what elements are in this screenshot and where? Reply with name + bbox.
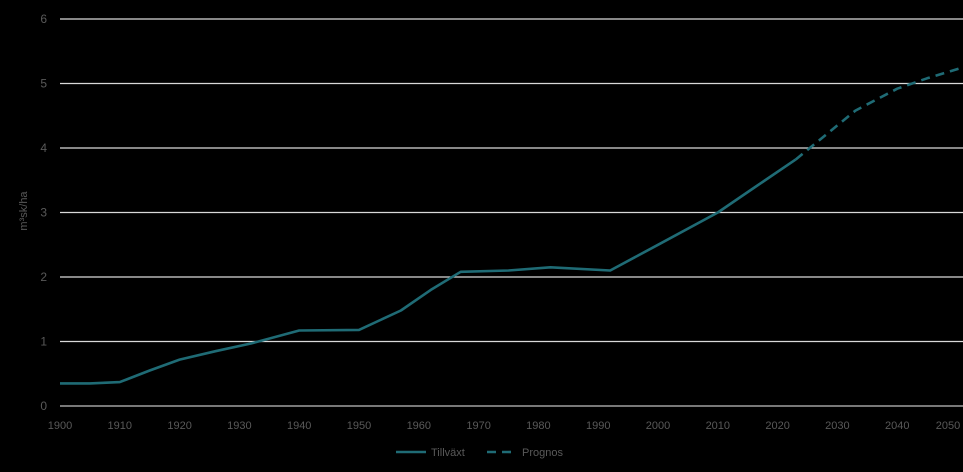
legend-label: Tillväxt [431, 447, 465, 459]
x-tick-label: 2000 [646, 420, 670, 432]
x-tick-label: 2020 [765, 420, 789, 432]
y-tick-label: 0 [40, 399, 47, 413]
x-tick-label: 1960 [407, 420, 431, 432]
y-tick-label: 1 [40, 335, 47, 349]
y-tick-label: 6 [40, 12, 47, 26]
x-tick-label: 1900 [48, 420, 72, 432]
x-tick-label: 2030 [825, 420, 849, 432]
x-tick-label: 1920 [167, 420, 191, 432]
y-tick-label: 2 [40, 270, 47, 284]
legend: Tillväxt Prognos [396, 447, 563, 459]
x-tick-label: 1990 [586, 420, 610, 432]
y-tick-labels: 0 1 2 3 4 5 6 [40, 12, 47, 413]
x-tick-labels: 1900 1910 1920 1930 1940 1950 1960 1970 1980 1990… [48, 420, 960, 432]
legend-label: Prognos [522, 447, 563, 459]
x-tick-label: 2050 [936, 420, 960, 432]
series [60, 66, 963, 385]
x-tick-label: 2040 [885, 420, 909, 432]
series-line-tillvaxt [60, 158, 797, 385]
grid [60, 18, 963, 407]
y-tick-label: 4 [40, 141, 47, 155]
x-tick-label: 1980 [526, 420, 550, 432]
y-axis-label: m³sk/ha [18, 191, 30, 231]
x-tick-label: 1970 [466, 420, 490, 432]
x-tick-label: 1930 [227, 420, 251, 432]
y-tick-label: 3 [40, 206, 47, 220]
x-tick-label: 2010 [706, 420, 730, 432]
x-tick-label: 1910 [108, 420, 132, 432]
y-tick-label: 5 [40, 77, 47, 91]
series-line-prognos [794, 66, 963, 161]
x-tick-label: 1950 [347, 420, 371, 432]
x-tick-label: 1940 [287, 420, 311, 432]
